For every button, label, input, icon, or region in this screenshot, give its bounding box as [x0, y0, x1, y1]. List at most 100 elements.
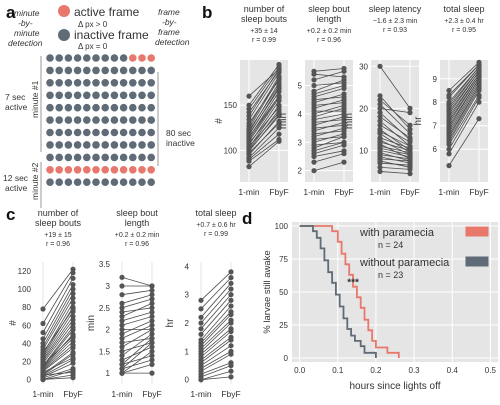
pair-line: [121, 350, 153, 374]
y-tick-label: 4: [298, 110, 303, 119]
point-fbyf: [228, 269, 234, 275]
point-1min: [246, 106, 252, 112]
x-tick-label: 0.3: [409, 366, 421, 375]
point-1min: [198, 337, 204, 343]
chart-title: total sleep: [443, 4, 484, 14]
pair-line: [248, 112, 280, 148]
pair-line: [200, 288, 232, 324]
point-fbyf: [149, 322, 155, 328]
point-fbyf: [228, 309, 234, 315]
pair-line: [313, 82, 345, 86]
y-tick-label: 30: [359, 62, 368, 71]
point-fbyf: [276, 61, 282, 68]
pair-line: [121, 298, 153, 309]
point-1min: [246, 102, 252, 108]
y-tick-label: 1: [185, 347, 190, 356]
inactive-frame-dot: [129, 178, 137, 186]
y-tick-label: 2: [185, 319, 190, 328]
left-method-label-1: minute: [14, 8, 40, 18]
chart-title: length: [125, 218, 150, 228]
x-tick-label: 1-min: [438, 187, 460, 197]
x-tick-label: FbyF: [334, 187, 353, 197]
pair-line: [248, 139, 280, 162]
point-fbyf: [149, 283, 155, 289]
point-fbyf: [70, 275, 76, 281]
inactive-frame-dot: [83, 103, 91, 112]
point-fbyf: [149, 313, 155, 320]
point-fbyf: [407, 131, 413, 137]
point-fbyf: [149, 361, 155, 367]
point-1min: [119, 292, 125, 298]
inactive-frame-dot: [73, 128, 82, 137]
point-fbyf: [149, 357, 155, 363]
point-fbyf: [149, 305, 155, 311]
pair-line: [448, 87, 480, 141]
point-1min: [119, 318, 125, 324]
pair-line: [448, 83, 480, 133]
chart-title: length: [317, 14, 342, 24]
point-1min: [377, 135, 383, 141]
point-fbyf: [70, 355, 76, 361]
point-fbyf: [341, 80, 347, 86]
pair-line: [200, 376, 232, 381]
inactive-frame-dot: [73, 178, 82, 186]
inactive-frame-dot: [138, 141, 146, 149]
inactive-frame-dot: [147, 91, 155, 100]
inactive-frame-dot: [129, 103, 137, 112]
y-axis-label: hr: [165, 318, 176, 328]
inactive-frame-dot: [73, 153, 82, 162]
legend-active-label: active frame: [74, 5, 140, 19]
inactive-frame-dot: [101, 103, 109, 112]
inactive-frame-dot: [64, 79, 73, 87]
point-fbyf: [341, 74, 347, 80]
pair-line: [248, 140, 280, 167]
y-tick-label: 10: [359, 146, 368, 155]
left-method-label-4: detection: [8, 38, 43, 48]
inactive-frame-dot: [138, 116, 146, 124]
point-fbyf: [70, 333, 76, 339]
y-tick-label: 9: [433, 75, 438, 84]
inactive-frame-dot: [64, 153, 73, 162]
active-frame-dot: [73, 166, 82, 174]
inactive-frame-dot: [147, 116, 155, 124]
point-fbyf: [228, 280, 234, 286]
pair-line: [379, 116, 411, 139]
pair-line: [42, 268, 74, 310]
y-tick-label: 3: [298, 138, 303, 147]
frame-dot-grid: [46, 54, 155, 186]
y-tick-label: 2: [106, 326, 111, 335]
inactive-frame-dot: [46, 103, 54, 112]
point-fbyf: [476, 59, 482, 65]
pair-line: [248, 68, 280, 117]
pair-line: [42, 319, 74, 362]
point-1min: [446, 92, 452, 98]
y-axis-label: min: [86, 315, 97, 331]
point-1min: [119, 313, 125, 320]
point-fbyf: [149, 309, 155, 315]
inactive-frame-dot: [129, 79, 137, 87]
point-1min: [246, 93, 252, 99]
point-fbyf: [476, 92, 482, 98]
left-method-label-2: -by-: [18, 18, 33, 28]
point-fbyf: [70, 291, 76, 297]
point-fbyf: [228, 374, 234, 380]
y-tick-label: 0: [284, 354, 289, 363]
point-1min: [246, 109, 252, 115]
point-fbyf: [276, 120, 282, 126]
point-fbyf: [341, 94, 347, 100]
x-tick-label: 1-min: [369, 187, 391, 197]
point-1min: [40, 329, 46, 336]
point-1min: [446, 146, 452, 152]
inactive-frame-dot: [83, 66, 91, 75]
y-axis-label: hr: [413, 116, 424, 126]
pair-line: [248, 133, 280, 160]
pair-line: [313, 130, 345, 135]
point-1min: [198, 326, 204, 332]
inactive-frame-dot: [64, 116, 73, 124]
point-1min: [377, 164, 383, 170]
inactive-frame-dot: [73, 54, 82, 62]
chart-title: sleep bout: [116, 208, 158, 218]
point-fbyf: [276, 77, 282, 83]
pair-line: [42, 323, 74, 364]
